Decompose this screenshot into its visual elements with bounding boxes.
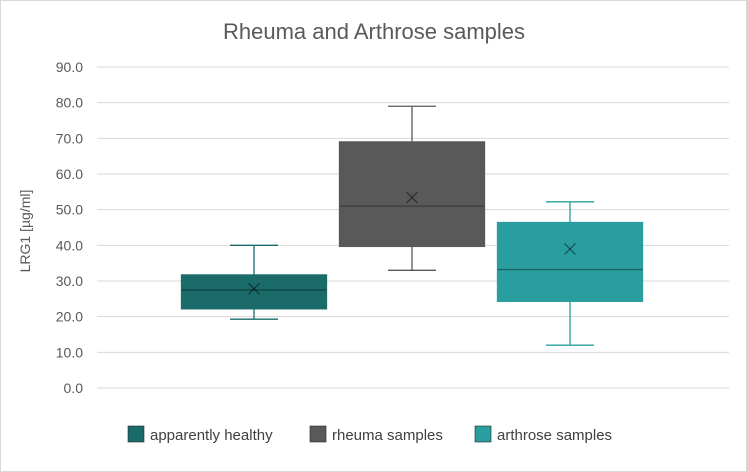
legend-swatch: [474, 425, 492, 443]
y-tick-label: 70.0: [56, 130, 83, 146]
y-axis-ticks: 0.0 10.0 20.0 30.0 40.0 50.0 60.0 70.0 80.0 90.0: [56, 59, 83, 396]
y-tick-label: 90.0: [56, 59, 83, 75]
y-tick-label: 30.0: [56, 273, 83, 289]
legend-label: rheuma samples: [332, 427, 443, 444]
mean-marker: [248, 282, 260, 295]
y-tick-label: 40.0: [56, 237, 83, 253]
iqr-box: [338, 141, 486, 248]
legend-item: rheuma samples: [309, 425, 443, 444]
iqr-box: [496, 221, 644, 302]
mean-marker: [406, 191, 418, 204]
mean-marker: [564, 242, 576, 255]
mean-marker: [564, 242, 576, 255]
mean-marker: [406, 191, 418, 204]
y-tick-label: 20.0: [56, 309, 83, 325]
box-apparently-healthy: [180, 244, 328, 320]
y-tick-label: 10.0: [56, 344, 83, 360]
legend-swatch: [309, 425, 327, 443]
box-arthrose-samples: [496, 201, 644, 346]
mean-marker: [248, 282, 260, 295]
y-axis-label: LRG1 [µg/ml]: [17, 190, 33, 273]
legend-item: arthrose samples: [474, 425, 612, 444]
boxes: [180, 105, 644, 346]
box-rheuma-samples: [338, 105, 486, 271]
y-tick-label: 0.0: [64, 380, 84, 396]
legend-swatch: [127, 425, 145, 443]
y-tick-label: 50.0: [56, 202, 83, 218]
legend-label: arthrose samples: [497, 427, 612, 444]
y-tick-label: 80.0: [56, 95, 83, 111]
y-tick-label: 60.0: [56, 166, 83, 182]
legend-label: apparently healthy: [150, 427, 273, 444]
legend-item: apparently healthy: [127, 425, 273, 444]
chart-title: Rheuma and Arthrose samples: [223, 19, 525, 44]
iqr-box: [180, 274, 328, 310]
legend: apparently healthy rheuma samples arthrose…: [127, 425, 612, 444]
